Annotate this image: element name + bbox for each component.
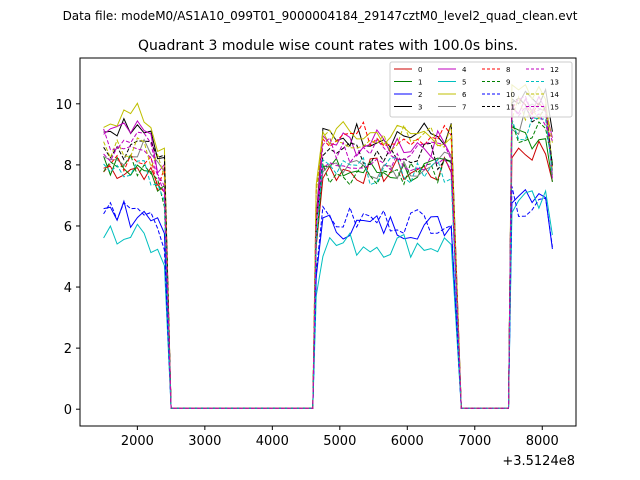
x-tick-label: 6000 xyxy=(391,434,424,449)
x-tick-label: 2000 xyxy=(121,434,154,449)
legend-label: 8 xyxy=(506,66,510,74)
legend-label: 14 xyxy=(550,91,559,99)
y-tick-label: 4 xyxy=(64,281,72,296)
x-tick-label: 3000 xyxy=(188,434,221,449)
chart-title: Quadrant 3 module wise count rates with … xyxy=(138,38,518,54)
y-tick-label: 2 xyxy=(64,342,72,357)
legend-label: 7 xyxy=(462,104,466,112)
x-tick-label: 7000 xyxy=(458,434,491,449)
legend-label: 12 xyxy=(550,66,559,74)
legend-label: 10 xyxy=(506,91,515,99)
plot-lines xyxy=(103,83,553,409)
suptitle: Data file: modeM0/AS1A10_099T01_90000041… xyxy=(63,9,578,23)
series-line-6 xyxy=(103,83,553,409)
series-line-12 xyxy=(103,95,553,409)
legend-label: 11 xyxy=(506,104,515,112)
y-tick-label: 10 xyxy=(55,98,72,113)
legend-label: 4 xyxy=(462,66,467,74)
x-tick-label: 4000 xyxy=(256,434,289,449)
y-tick-label: 8 xyxy=(64,159,72,174)
legend-label: 5 xyxy=(462,79,466,87)
x-tick-label: 5000 xyxy=(323,434,356,449)
legend-label: 0 xyxy=(418,66,422,74)
x-offset-label: +3.5124e8 xyxy=(502,454,575,469)
series-line-5 xyxy=(103,189,553,409)
legend-label: 6 xyxy=(462,91,467,99)
series-line-4 xyxy=(103,95,553,409)
series-line-10 xyxy=(103,186,553,409)
series-line-13 xyxy=(103,117,553,409)
legend-label: 1 xyxy=(418,79,422,87)
legend-label: 3 xyxy=(418,104,422,112)
legend-label: 13 xyxy=(550,79,559,87)
y-tick-label: 6 xyxy=(64,220,72,235)
series-line-8 xyxy=(103,97,553,409)
axes-frame xyxy=(79,57,577,427)
legend-label: 15 xyxy=(550,104,559,112)
axis-ticks: 2000 3000 4000 5000 6000 7000 8000 0 2 4 6 8 10 xyxy=(55,98,558,449)
series-line-0 xyxy=(103,140,553,409)
legend-box xyxy=(389,61,573,118)
series-line-15 xyxy=(103,103,553,409)
x-tick-label: 8000 xyxy=(526,434,559,449)
legend-label: 9 xyxy=(506,79,510,87)
legend-label: 2 xyxy=(418,91,422,99)
series-line-3 xyxy=(103,87,553,409)
series-line-14 xyxy=(103,95,553,409)
series-line-2 xyxy=(103,188,553,409)
y-tick-label: 0 xyxy=(64,403,72,418)
